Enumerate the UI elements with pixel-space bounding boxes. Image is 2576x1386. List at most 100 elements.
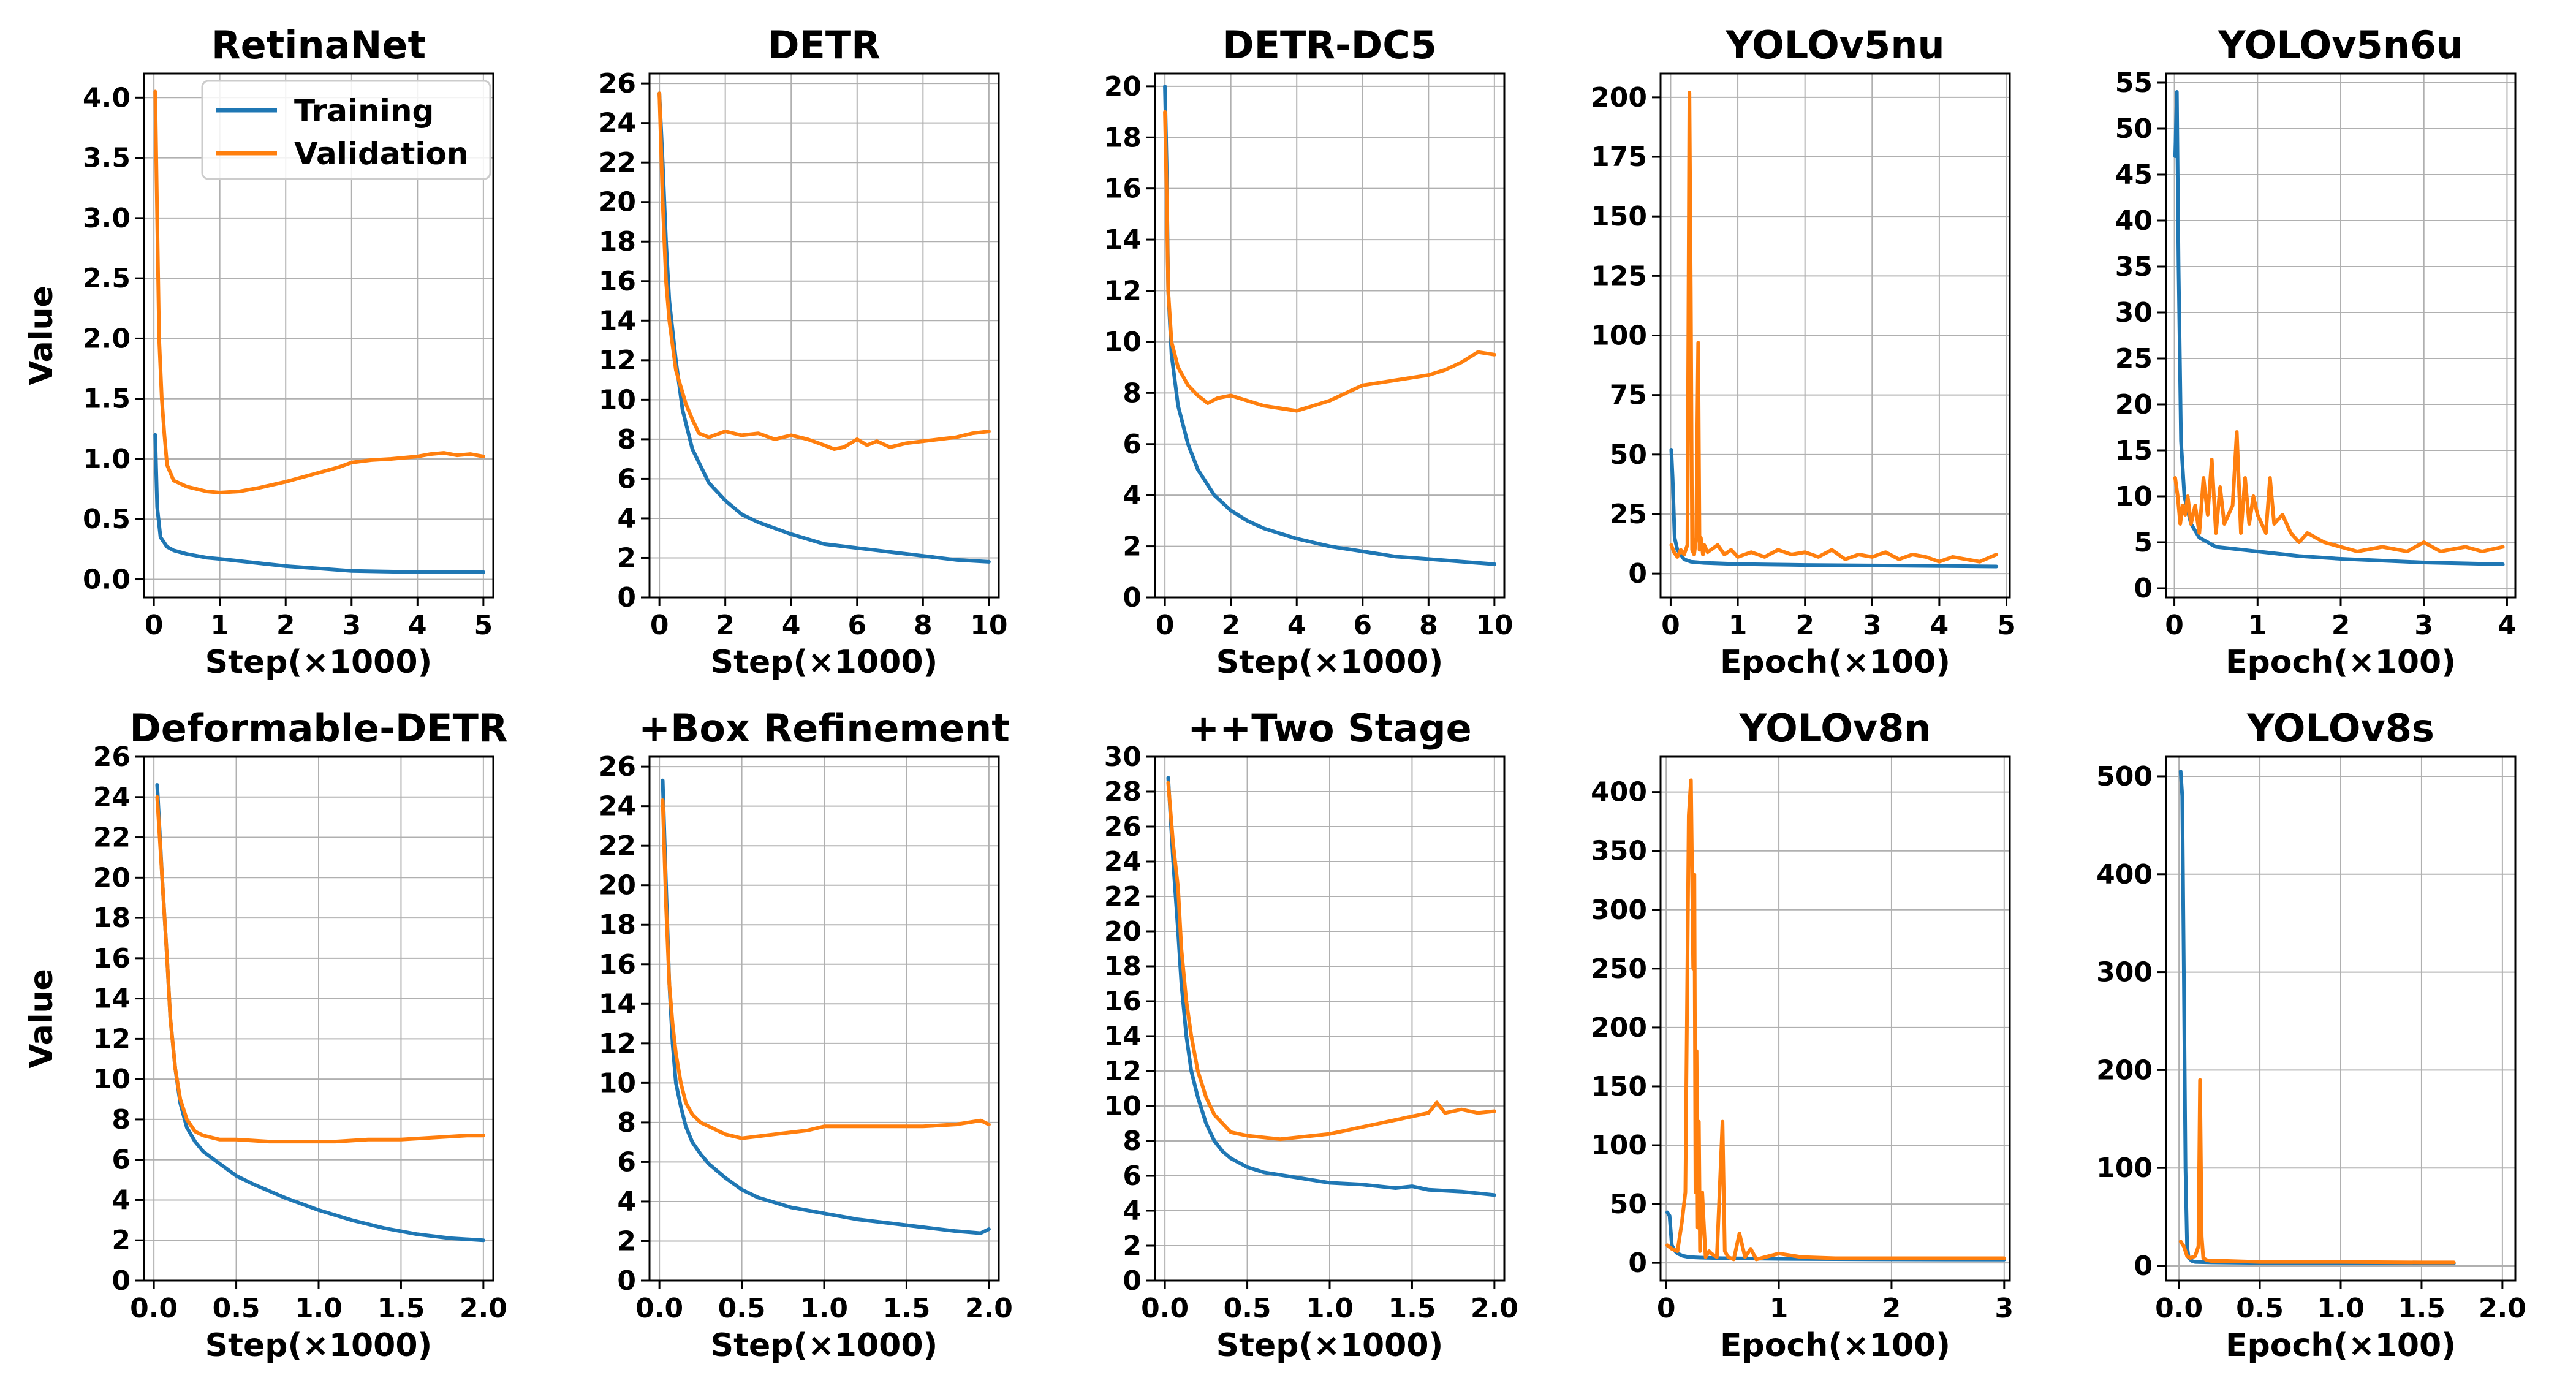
x-tick-label: 4 <box>408 610 427 641</box>
y-tick-label: 200 <box>1591 82 1647 113</box>
chart-title: Deformable-DETR <box>129 706 507 751</box>
chart-title: YOLOv5nu <box>1725 23 1944 67</box>
axes-frame <box>143 72 494 599</box>
y-tick-label: 300 <box>1591 895 1647 926</box>
validation-line <box>155 795 485 1144</box>
x-tick-label: 0 <box>650 610 669 641</box>
y-tick-label: 4 <box>617 1186 636 1217</box>
y-tick-label: 0 <box>617 582 636 613</box>
y-tick-label: 40 <box>2115 205 2153 237</box>
y-tick-label: 18 <box>1104 122 1142 153</box>
x-tick-label: 2.0 <box>2479 1293 2526 1324</box>
x-tick-label: 1 <box>2248 610 2267 641</box>
x-tick-label: 2 <box>1882 1293 1901 1324</box>
x-tick-label: 0 <box>1657 1293 1676 1324</box>
y-tick-label: 10 <box>1104 327 1142 358</box>
legend-validation-label: Validation <box>294 136 469 172</box>
x-axis-label: Epoch(×100) <box>2226 1327 2456 1364</box>
chart-title: YOLOv5n6u <box>2218 23 2463 67</box>
y-tick-label: 6 <box>1123 429 1142 460</box>
x-tick-label: 6 <box>1353 610 1372 641</box>
y-tick-label: 25 <box>2115 343 2153 374</box>
chart-title: DETR-DC5 <box>1222 23 1437 67</box>
x-tick-label: 0.0 <box>2155 1293 2203 1324</box>
y-tick-label: 8 <box>1123 1126 1142 1157</box>
legend-training-label: Training <box>294 93 434 129</box>
y-tick-label: 16 <box>599 949 636 980</box>
validation-line <box>657 91 991 451</box>
y-axis-label: Value <box>23 286 60 385</box>
x-tick-label: 1.0 <box>295 1293 343 1324</box>
y-tick-label: 24 <box>599 791 636 822</box>
y-tick-label: 8 <box>617 1107 636 1138</box>
y-tick-label: 8 <box>617 424 636 455</box>
y-tick-label: 16 <box>1104 986 1142 1017</box>
series-group <box>657 91 991 564</box>
x-tick-label: 0.5 <box>1224 1293 1271 1324</box>
y-tick-label: 0 <box>2134 1251 2153 1282</box>
x-tick-label: 4 <box>1930 610 1949 641</box>
x-tick-label: 0.0 <box>1141 1293 1189 1324</box>
y-tick-label: 12 <box>93 1023 131 1055</box>
axes-frame <box>2165 755 2517 1282</box>
validation-line <box>1665 778 2006 1262</box>
y-tick-label: 26 <box>599 68 636 99</box>
y-tick-label: 500 <box>2096 761 2153 792</box>
chart-title: ++Two Stage <box>1188 706 1471 751</box>
panel-1: 0 1 2 3 4 5 0.0 0.5 1.0 1.5 2.0 2.5 3.0 3.5 4.0 RetinaN… <box>23 23 494 681</box>
y-axis-label: Value <box>23 969 60 1069</box>
x-tick-label: 0 <box>1156 610 1175 641</box>
x-tick-label: 0.5 <box>718 1293 766 1324</box>
y-tick-label: 55 <box>2115 67 2153 99</box>
y-tick-label: 0.0 <box>83 564 131 596</box>
axes-frame <box>1154 755 1506 1282</box>
y-tick-label: 2 <box>617 542 636 574</box>
y-tick-label: 14 <box>599 305 636 336</box>
y-tick-label: 5 <box>2134 527 2153 558</box>
x-axis-label: Step(×1000) <box>205 1327 433 1364</box>
y-tick-label: 14 <box>93 983 131 1015</box>
y-tick-label: 20 <box>599 870 636 901</box>
panel-6: 0.0 0.5 1.0 1.5 2.002468101214161820222426De… <box>23 706 508 1364</box>
x-tick-label: 1.0 <box>1306 1293 1354 1324</box>
x-tick-label: 0.5 <box>213 1293 260 1324</box>
axes-frame <box>1154 72 1506 599</box>
y-tick-label: 10 <box>599 384 636 415</box>
y-tick-label: 18 <box>599 909 636 941</box>
y-tick-label: 18 <box>1104 951 1142 982</box>
x-axis-label: Epoch(×100) <box>1720 644 1950 681</box>
x-tick-label: 1.5 <box>377 1293 425 1324</box>
y-tick-label: 26 <box>1104 811 1142 843</box>
chart-title: +Box Refinement <box>638 706 1010 751</box>
y-tick-label: 0.5 <box>83 504 131 535</box>
y-tick-label: 6 <box>617 1146 636 1178</box>
panel-4: 0 1 2 3 4 50255075100125150175200YOLOv5nuEpoc… <box>1591 23 2016 681</box>
training-line <box>2178 770 2456 1265</box>
validation-line <box>2178 1078 2456 1265</box>
y-tick-label: 16 <box>1104 173 1142 205</box>
y-tick-label: 2.5 <box>83 263 131 294</box>
training-line <box>657 91 991 564</box>
y-tick-label: 20 <box>599 187 636 218</box>
y-tick-label: 350 <box>1591 836 1647 867</box>
y-tick-label: 12 <box>1104 1056 1142 1087</box>
y-tick-label: 2 <box>112 1225 131 1256</box>
y-tick-label: 200 <box>1591 1012 1647 1043</box>
y-tick-label: 45 <box>2115 159 2153 191</box>
y-tick-label: 12 <box>599 1028 636 1059</box>
x-tick-label: 1.5 <box>1388 1293 1436 1324</box>
training-line <box>661 778 991 1235</box>
x-tick-label: 2 <box>2332 610 2351 641</box>
y-tick-label: 20 <box>93 862 131 893</box>
x-tick-label: 3 <box>1995 1293 2013 1324</box>
y-tick-label: 4 <box>1123 1195 1142 1227</box>
series-group <box>153 89 485 574</box>
y-tick-label: 50 <box>2115 113 2153 145</box>
y-tick-label: 4 <box>1123 480 1142 511</box>
x-tick-label: 8 <box>914 610 933 641</box>
x-axis-label: Step(×1000) <box>205 644 433 681</box>
x-tick-label: 1 <box>210 610 229 641</box>
y-tick-label: 1.5 <box>83 384 131 415</box>
x-tick-label: 8 <box>1419 610 1438 641</box>
